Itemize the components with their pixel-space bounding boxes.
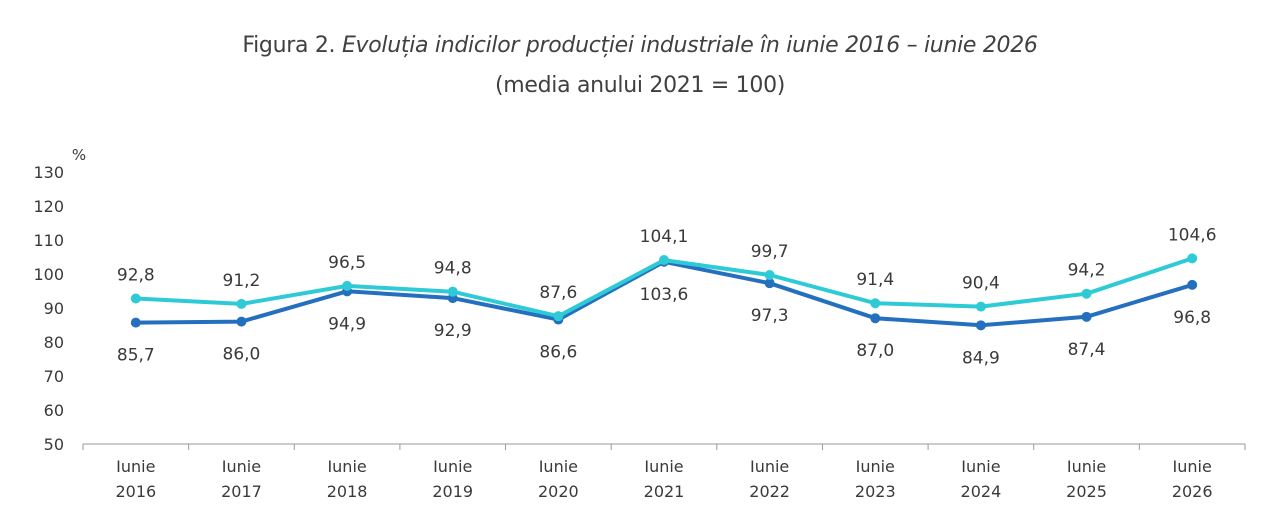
series-2-data-label: 87,6 [539,283,577,303]
series-2-point [659,255,669,266]
series-2-point [553,311,564,322]
x-tick-label-month: Iunie [222,457,261,476]
x-tick-label-month: Iunie [539,457,578,476]
x-tick-label-year: 2021 [644,482,685,501]
series-1-point [236,316,247,327]
series-1-data-label: 85,7 [117,346,155,366]
series-2-data-label: 99,7 [751,242,789,262]
y-tick-label: 120 [33,197,64,216]
series-2-data-label: 96,5 [328,253,366,273]
series-1-data-label: 86,0 [223,345,261,365]
x-tick-label-year: 2018 [327,482,368,501]
series-2-data-label: 92,8 [117,265,155,285]
y-tick-label: 50 [44,435,64,454]
series-1-data-label: 96,8 [1173,308,1211,328]
series-2-point [447,286,458,297]
x-tick-label-year: 2022 [749,482,790,501]
series-2-point [342,280,353,291]
y-tick-label: 90 [44,299,64,318]
x-tick-label-year: 2026 [1172,482,1213,501]
series-1-point [130,317,141,328]
x-tick-label-month: Iunie [1173,457,1212,476]
series-2-point [870,298,881,309]
x-tick-label-month: Iunie [433,457,472,476]
x-tick-label-year: 2025 [1066,482,1107,501]
x-tick-label-year: 2019 [432,482,473,501]
x-tick-label-year: 2016 [115,482,156,501]
y-tick-label: 60 [44,401,64,420]
series-1-data-label: 86,6 [539,343,577,363]
x-tick-label-month: Iunie [961,457,1000,476]
x-tick-label-year: 2017 [221,482,262,501]
x-tick-label-month: Iunie [1067,457,1106,476]
chart-subtitle: (media anului 2021 = 100) [494,73,786,98]
chart-title: Figura 2. Evoluția indicilor producției … [0,26,1280,106]
series-2-point [1081,288,1092,299]
x-tick-label-month: Iunie [116,457,155,476]
x-tick-label-year: 2020 [538,482,579,501]
series-1-point [1187,279,1198,290]
figure-prefix: Figura 2. [242,33,342,58]
series-1-data-label: 92,9 [434,321,472,341]
chart-title-line: Figura 2. Evoluția indicilor producției … [0,26,1280,66]
y-tick-label: 80 [44,333,64,352]
series-2-point [975,301,986,312]
series-2-point [236,298,247,309]
series-2-data-label: 104,6 [1168,225,1217,245]
series-1-point [975,320,986,331]
y-tick-label: 130 [33,163,64,182]
x-tick-label-month: Iunie [644,457,683,476]
x-tick-label-year: 2024 [961,482,1002,501]
series-1-data-label: 87,4 [1068,340,1106,360]
series-2-point [764,270,775,281]
series-1-data-label: 87,0 [856,341,894,361]
series-2-point [1187,253,1198,264]
series-2-data-label: 91,4 [856,270,894,290]
series-1-data-label: 103,6 [640,285,689,305]
series-2-data-label: 91,2 [223,271,261,291]
y-axis-unit-label: % [72,146,86,164]
x-tick-label-year: 2023 [855,482,896,501]
series-1-point [1081,311,1092,322]
series-1-data-label: 94,9 [328,314,366,334]
series-2-data-label: 104,1 [640,227,689,247]
series-2-data-label: 94,8 [434,259,472,279]
series-2-point [130,293,141,304]
x-tick-label-month: Iunie [856,457,895,476]
series-2-data-label: 90,4 [962,274,1000,294]
series-1-point [764,278,775,289]
series-2-data-label: 94,2 [1068,261,1106,281]
x-tick-label-month: Iunie [327,457,366,476]
y-tick-label: 70 [44,367,64,386]
title-main: Evoluția indicilor producției industrial… [341,33,1038,58]
series-1-data-label: 97,3 [751,306,789,326]
series-1-data-label: 84,9 [962,348,1000,368]
y-tick-label: 110 [33,231,64,250]
series-1-point [870,313,881,324]
x-tick-label-month: Iunie [750,457,789,476]
y-tick-label: 100 [33,265,64,284]
